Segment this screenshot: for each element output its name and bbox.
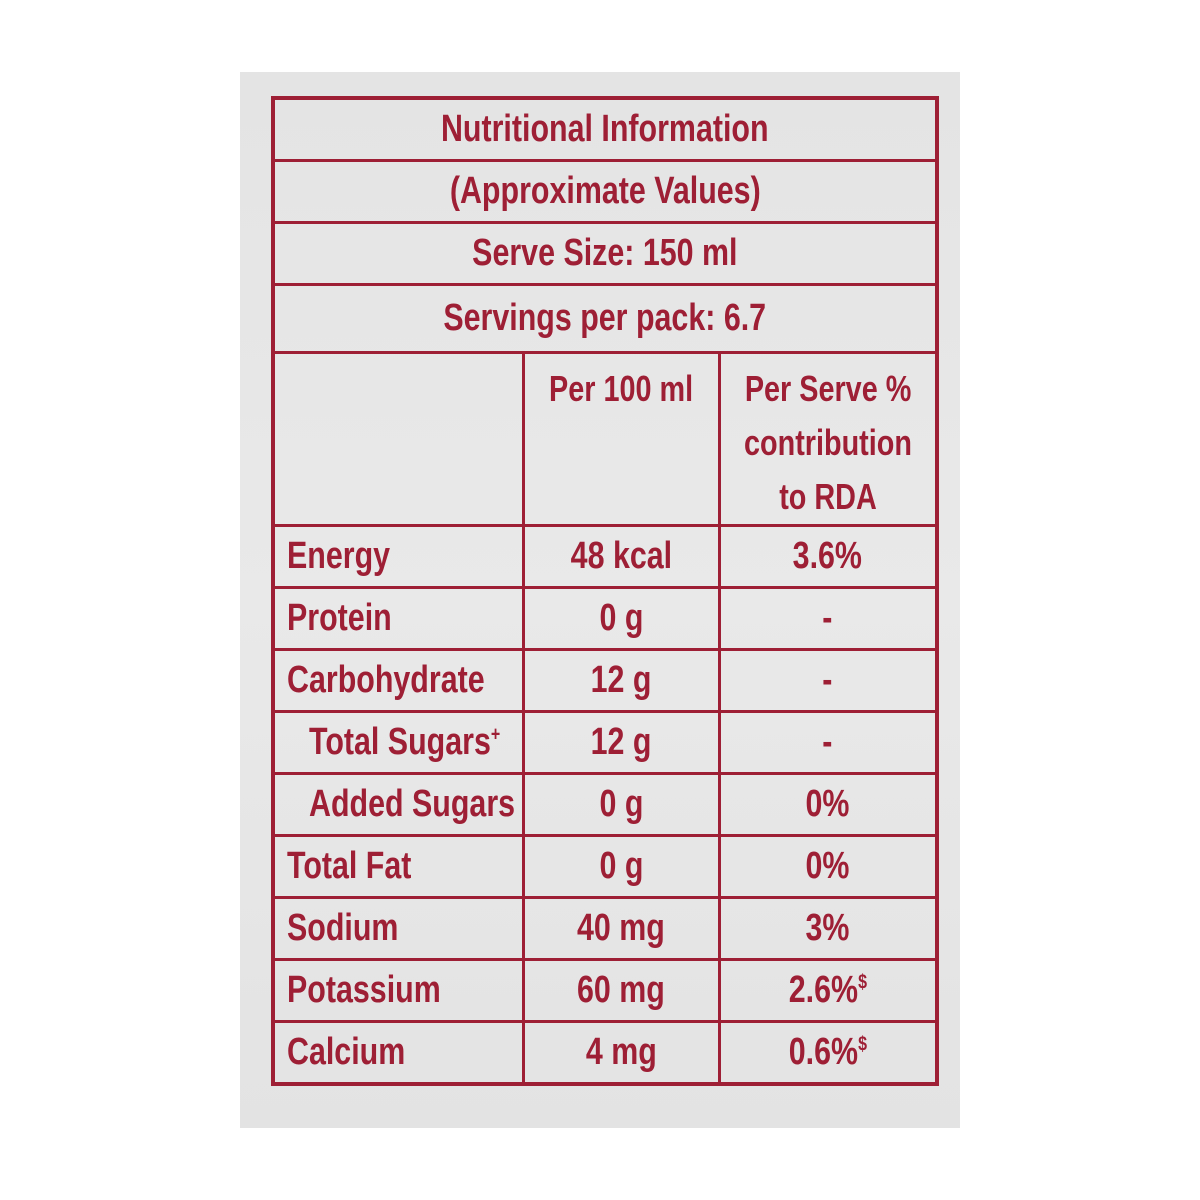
per-100-value: 0 g bbox=[599, 783, 643, 825]
table-row: Potassium 60 mg 2.6%$ bbox=[271, 958, 939, 1023]
nutrient-name-cell: Potassium bbox=[271, 958, 525, 1023]
table-row: Protein 0 g - bbox=[271, 586, 939, 651]
per-serve-label-line-2: contribution bbox=[743, 422, 912, 463]
column-header-per-serve: Per Serve % contribution to RDA bbox=[717, 351, 939, 527]
table-row: Calcium 4 mg 0.6%$ bbox=[271, 1020, 939, 1086]
per-100-value: 0 g bbox=[599, 845, 643, 887]
table-row: Energy 48 kcal 3.6% bbox=[271, 524, 939, 589]
table-row: Added Sugars 0 g 0% bbox=[271, 772, 939, 837]
rda-value: - bbox=[822, 659, 833, 701]
nutrient-name-cell: Calcium bbox=[271, 1020, 525, 1086]
title-row: Nutritional Information bbox=[271, 96, 939, 162]
nutrient-name-cell: Carbohydrate bbox=[271, 648, 525, 713]
servings-per-pack: Servings per pack: 6.7 bbox=[443, 297, 767, 339]
nutrition-facts-table: Nutritional Information (Approximate Val… bbox=[271, 96, 939, 1086]
nutrient-name-cell: Energy bbox=[271, 524, 525, 589]
nutrient-name: Added Sugars bbox=[309, 783, 516, 825]
nutrient-name: Protein bbox=[287, 597, 392, 639]
nutrient-name-cell: Protein bbox=[271, 586, 525, 651]
nutrient-name: Calcium bbox=[287, 1031, 406, 1073]
rda-value: - bbox=[822, 721, 833, 763]
nutrient-name-cell: Total Fat bbox=[271, 834, 525, 899]
per-serve-label-line-3: to RDA bbox=[778, 476, 877, 517]
column-header-blank bbox=[271, 351, 525, 527]
rda-value: 0% bbox=[805, 783, 850, 825]
rda-value: 2.6% bbox=[788, 969, 858, 1011]
footnote-marker: + bbox=[490, 723, 501, 746]
per-100-value-cell: 0 g bbox=[521, 772, 721, 837]
rda-value-cell: - bbox=[717, 648, 939, 713]
per-100-value: 40 mg bbox=[577, 907, 665, 949]
table-row: Sodium 40 mg 3% bbox=[271, 896, 939, 961]
servings-per-pack-row: Servings per pack: 6.7 bbox=[271, 283, 939, 354]
rda-value-cell: 0% bbox=[717, 834, 939, 899]
column-header-row: Per 100 ml Per Serve % contribution to R… bbox=[271, 351, 939, 527]
per-100-value-cell: 48 kcal bbox=[521, 524, 721, 589]
nutrient-name-cell: Total Sugars+ bbox=[271, 710, 525, 775]
per-100-value-cell: 60 mg bbox=[521, 958, 721, 1023]
table-row: Total Fat 0 g 0% bbox=[271, 834, 939, 899]
per-100-value: 12 g bbox=[590, 659, 652, 701]
per-100-value: 12 g bbox=[590, 721, 652, 763]
servings-per-pack-cell: Servings per pack: 6.7 bbox=[271, 283, 939, 354]
rda-value-cell: - bbox=[717, 586, 939, 651]
table-subtitle-cell: (Approximate Values) bbox=[271, 159, 939, 224]
per-100-value: 60 mg bbox=[577, 969, 665, 1011]
nutrient-name: Sodium bbox=[287, 907, 399, 949]
rda-value-cell: 0.6%$ bbox=[717, 1020, 939, 1086]
rda-value-cell: 3.6% bbox=[717, 524, 939, 589]
nutrient-name-cell: Sodium bbox=[271, 896, 525, 961]
rda-value-cell: 0% bbox=[717, 772, 939, 837]
per-100-value-cell: 0 g bbox=[521, 834, 721, 899]
per-100-value-cell: 0 g bbox=[521, 586, 721, 651]
table-title: Nutritional Information bbox=[441, 108, 769, 150]
nutrient-name: Energy bbox=[287, 535, 391, 577]
per-100-value-cell: 12 g bbox=[521, 648, 721, 713]
rda-value-cell: 2.6%$ bbox=[717, 958, 939, 1023]
subtitle-row: (Approximate Values) bbox=[271, 159, 939, 224]
rda-value: - bbox=[822, 597, 833, 639]
per-100-value: 48 kcal bbox=[570, 535, 672, 577]
nutrient-name: Total Fat bbox=[287, 845, 412, 887]
nutrient-name: Total Sugars bbox=[309, 721, 491, 763]
footnote-marker: $ bbox=[857, 1033, 867, 1056]
nutrient-name: Potassium bbox=[287, 969, 441, 1011]
nutrient-name: Carbohydrate bbox=[287, 659, 485, 701]
serve-size-row: Serve Size: 150 ml bbox=[271, 221, 939, 286]
nutrient-name-cell: Added Sugars bbox=[271, 772, 525, 837]
rda-value: 0.6% bbox=[788, 1031, 858, 1073]
per-100-value-cell: 12 g bbox=[521, 710, 721, 775]
rda-value: 0% bbox=[805, 845, 850, 887]
serve-size-cell: Serve Size: 150 ml bbox=[271, 221, 939, 286]
per-100-value: 0 g bbox=[599, 597, 643, 639]
per-serve-label-line-1: Per Serve % bbox=[744, 368, 912, 409]
table-title-cell: Nutritional Information bbox=[271, 96, 939, 162]
rda-value-cell: - bbox=[717, 710, 939, 775]
rda-value-cell: 3% bbox=[717, 896, 939, 961]
per-100-value-cell: 4 mg bbox=[521, 1020, 721, 1086]
per-100-value-cell: 40 mg bbox=[521, 896, 721, 961]
footnote-marker: $ bbox=[857, 971, 867, 994]
per-100-value: 4 mg bbox=[585, 1031, 657, 1073]
rda-value: 3.6% bbox=[793, 535, 863, 577]
column-header-per-100: Per 100 ml bbox=[521, 351, 721, 527]
table-row: Carbohydrate 12 g - bbox=[271, 648, 939, 713]
serve-size: Serve Size: 150 ml bbox=[472, 232, 738, 274]
table-row: Total Sugars+ 12 g - bbox=[271, 710, 939, 775]
rda-value: 3% bbox=[805, 907, 850, 949]
per-100-label: Per 100 ml bbox=[548, 368, 694, 409]
table-subtitle: (Approximate Values) bbox=[449, 170, 761, 212]
